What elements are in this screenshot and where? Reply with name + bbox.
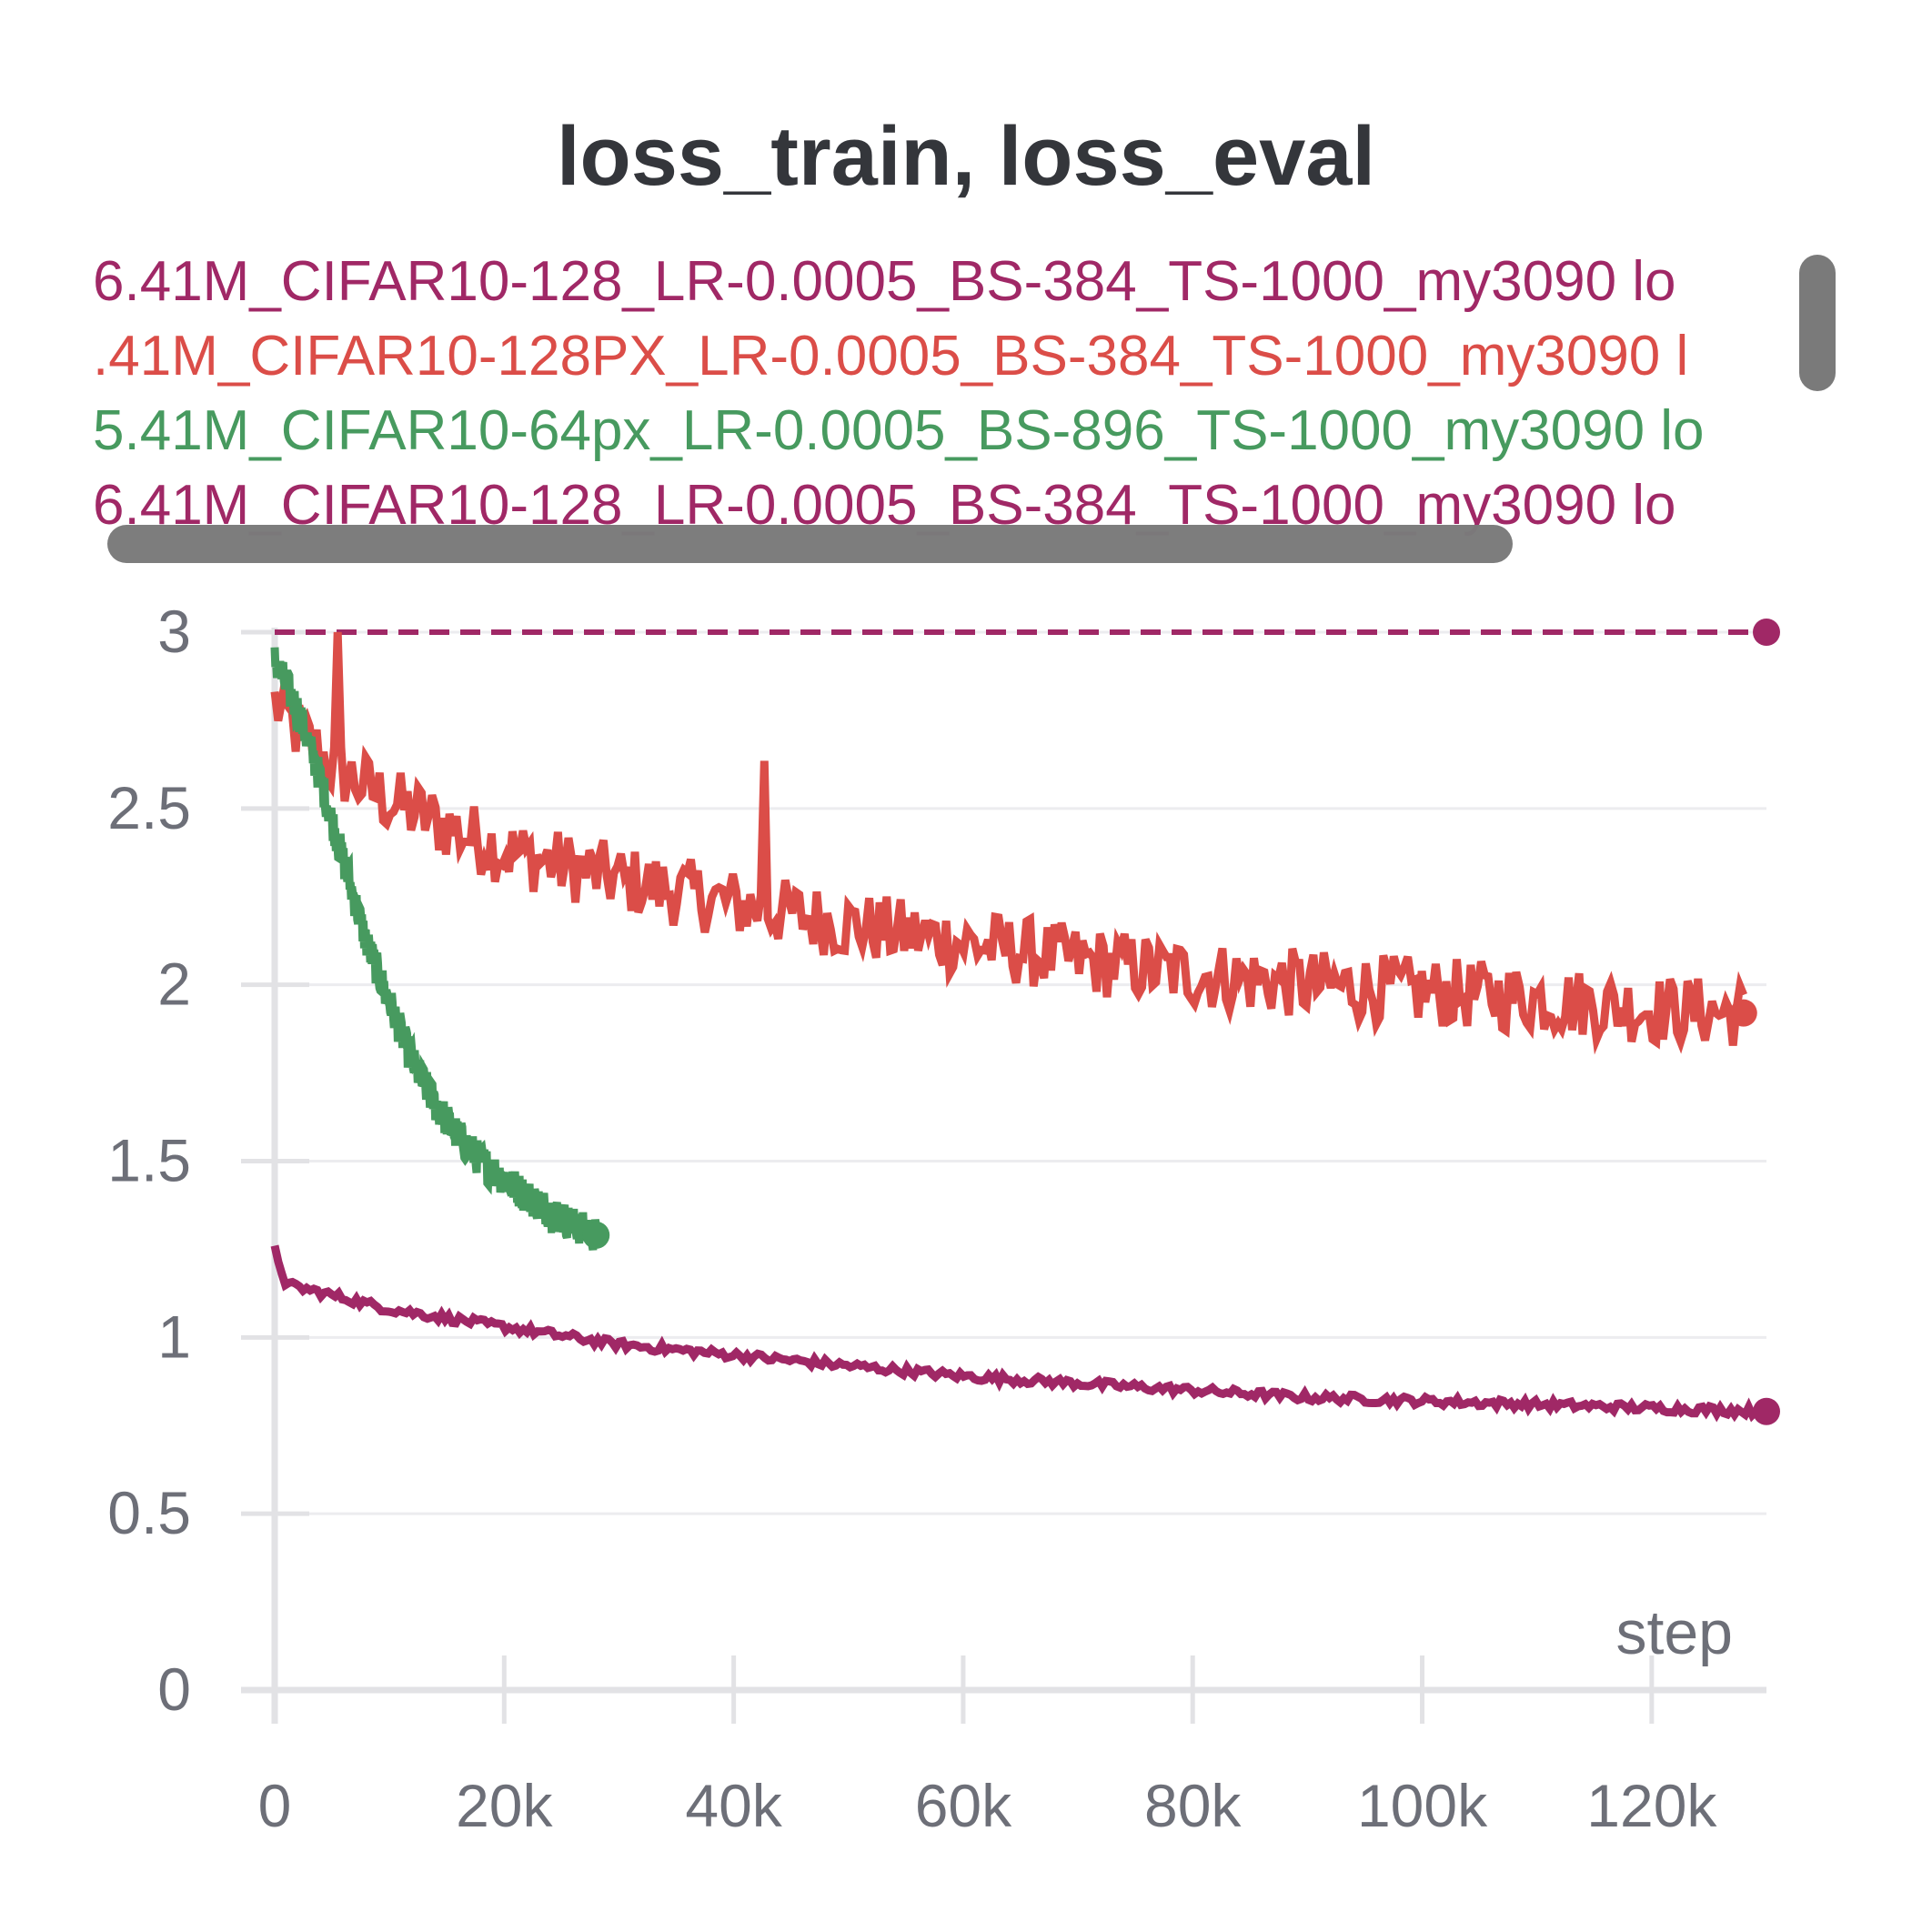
legend-item-128px-run[interactable]: .41M_CIFAR10-128PX_LR-0.0005_BS-384_TS-1…: [93, 325, 1689, 387]
y-tick-label: 1.5: [107, 1127, 191, 1194]
y-tick-label: 2.5: [107, 774, 191, 841]
y-tick-label: 2: [157, 951, 191, 1018]
x-tick-label: 100k: [1357, 1772, 1488, 1839]
y-tick-label: 3: [157, 598, 191, 665]
legend-item-64px-run[interactable]: 5.41M_CIFAR10-64px_LR-0.0005_BS-896_TS-1…: [93, 399, 1705, 462]
y-tick-label: 0.5: [107, 1479, 191, 1546]
legend-item-dashed-run[interactable]: 6.41M_CIFAR10-128_LR-0.0005_BS-384_TS-10…: [93, 250, 1676, 313]
series-line-1: [270, 631, 1747, 1055]
x-tick-label: 60k: [915, 1772, 1012, 1839]
x-tick-label: 40k: [685, 1772, 782, 1839]
chart-title: loss_train, loss_eval: [556, 110, 1376, 203]
series-line-2: [270, 647, 600, 1251]
series-end-marker[interactable]: [1729, 999, 1757, 1027]
x-axis-label: step: [1615, 1598, 1733, 1667]
legend-horizontal-scrollbar[interactable]: [107, 525, 1513, 563]
x-tick-label: 20k: [456, 1772, 553, 1839]
series-end-marker[interactable]: [582, 1221, 610, 1249]
series-end-marker[interactable]: [1753, 619, 1780, 646]
x-tick-label: 120k: [1586, 1772, 1717, 1839]
x-tick-label: 80k: [1144, 1772, 1242, 1839]
legend-vertical-scrollbar[interactable]: [1799, 255, 1836, 391]
y-tick-label: 1: [157, 1303, 191, 1370]
series-end-marker[interactable]: [1753, 1397, 1780, 1425]
series-line-3: [270, 1244, 1771, 1423]
y-tick-label: 0: [157, 1655, 191, 1723]
x-tick-label: 0: [258, 1772, 292, 1839]
